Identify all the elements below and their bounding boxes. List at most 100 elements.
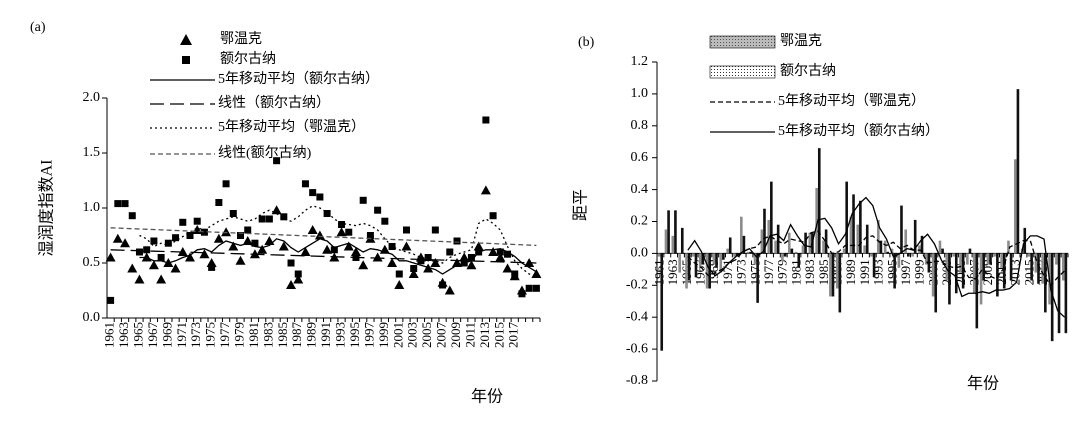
square-point [395, 270, 403, 278]
triangle-point [271, 205, 282, 215]
x-tick-label: 1981 [246, 322, 261, 348]
bar [822, 240, 825, 254]
bar [726, 248, 729, 254]
square-point [446, 248, 454, 256]
x-tick-label: 1971 [720, 259, 735, 285]
square-point [345, 228, 353, 236]
x-tick-label: 1995 [347, 322, 362, 348]
triangle-point [213, 233, 224, 243]
bar [870, 253, 873, 257]
bar [794, 251, 798, 254]
x-tick-label: 1975 [203, 322, 218, 348]
bar [904, 229, 908, 254]
triangle-point [524, 258, 535, 267]
triangle-point [221, 227, 232, 237]
bar [687, 253, 691, 281]
square-point [280, 213, 288, 221]
x-tick-label: 2009 [448, 322, 463, 348]
legend-label: 5年移动平均（额尔古纳） [218, 71, 379, 87]
bar [680, 227, 684, 254]
bar [678, 253, 681, 273]
triangle-point [350, 247, 361, 256]
square-point [229, 210, 237, 217]
x-tick-label: 1993 [333, 322, 348, 348]
bar [924, 253, 928, 265]
bar [815, 188, 818, 254]
bar [934, 253, 938, 313]
bar [982, 253, 985, 281]
legend-label: 额尔古纳 [780, 63, 836, 79]
bar [897, 253, 901, 268]
y-tick-label: 1.0 [631, 86, 649, 101]
triangle-point [156, 274, 167, 284]
bar [671, 235, 675, 254]
triangle-point [480, 185, 491, 195]
bar [1064, 253, 1068, 334]
x-tick-label: 1997 [898, 259, 913, 286]
square-point [410, 265, 418, 272]
x-tick-label: 1963 [116, 322, 131, 348]
bar [783, 253, 787, 257]
x-tick-label: 2015 [491, 322, 506, 348]
y-tick-label: -0.2 [626, 278, 648, 293]
square-point [186, 232, 194, 239]
legend-label: 5年移动平均（鄂温克） [218, 119, 365, 135]
bar [989, 253, 992, 265]
x-tick-label: 2001 [390, 322, 405, 348]
square-point [330, 246, 338, 254]
y-tick-label: -0.8 [626, 373, 648, 388]
bar [705, 253, 709, 289]
bar [797, 253, 801, 268]
y-tick-label: 1.2 [631, 54, 649, 69]
x-tick-label: 2005 [419, 322, 434, 348]
square-point [222, 180, 230, 188]
x-tick-label: 1977 [761, 259, 776, 286]
triangle-point [358, 260, 369, 270]
legend-label: 5年移动平均（额尔古纳） [778, 123, 939, 139]
bar [859, 200, 862, 254]
square-point [287, 259, 295, 267]
moving-average-line [139, 238, 537, 275]
square-point [273, 157, 281, 165]
bar [835, 253, 839, 289]
y-tick-label: 0.8 [631, 118, 649, 133]
x-axis-label: 年份 [471, 388, 503, 406]
triangle-point [105, 252, 116, 262]
panel-label: (a) [30, 20, 46, 35]
triangle-point [300, 247, 311, 256]
bar [941, 248, 944, 254]
square-point [518, 290, 526, 298]
bar [907, 253, 910, 257]
triangle-point [336, 227, 347, 237]
bar [993, 253, 997, 257]
x-axis-label: 年份 [967, 375, 999, 393]
x-tick-label: 1985 [816, 259, 831, 285]
y-tick-label: 1.0 [83, 200, 101, 215]
square-point [338, 221, 346, 228]
y-tick-label: 2.0 [83, 90, 101, 105]
triangle-point [394, 280, 405, 289]
bar [804, 232, 807, 254]
x-tick-label: 2007 [434, 322, 449, 349]
bar [774, 240, 777, 254]
square-point [150, 237, 158, 245]
bar [728, 237, 732, 254]
square-point [164, 239, 172, 247]
bar [1009, 253, 1013, 281]
square-point [265, 215, 273, 223]
bar [863, 245, 866, 254]
square-point [323, 210, 331, 217]
y-tick-label: 0.5 [83, 255, 101, 270]
square-point [439, 281, 447, 289]
legend-marker [182, 56, 190, 64]
bar [877, 219, 880, 254]
legend-swatch [709, 65, 776, 79]
bar [817, 148, 821, 254]
square-point [525, 284, 533, 292]
x-tick-label: 1969 [159, 322, 174, 348]
bar [1044, 253, 1047, 313]
triangle-point [459, 252, 470, 262]
x-tick-label: 1965 [130, 322, 145, 348]
bar [740, 216, 743, 254]
